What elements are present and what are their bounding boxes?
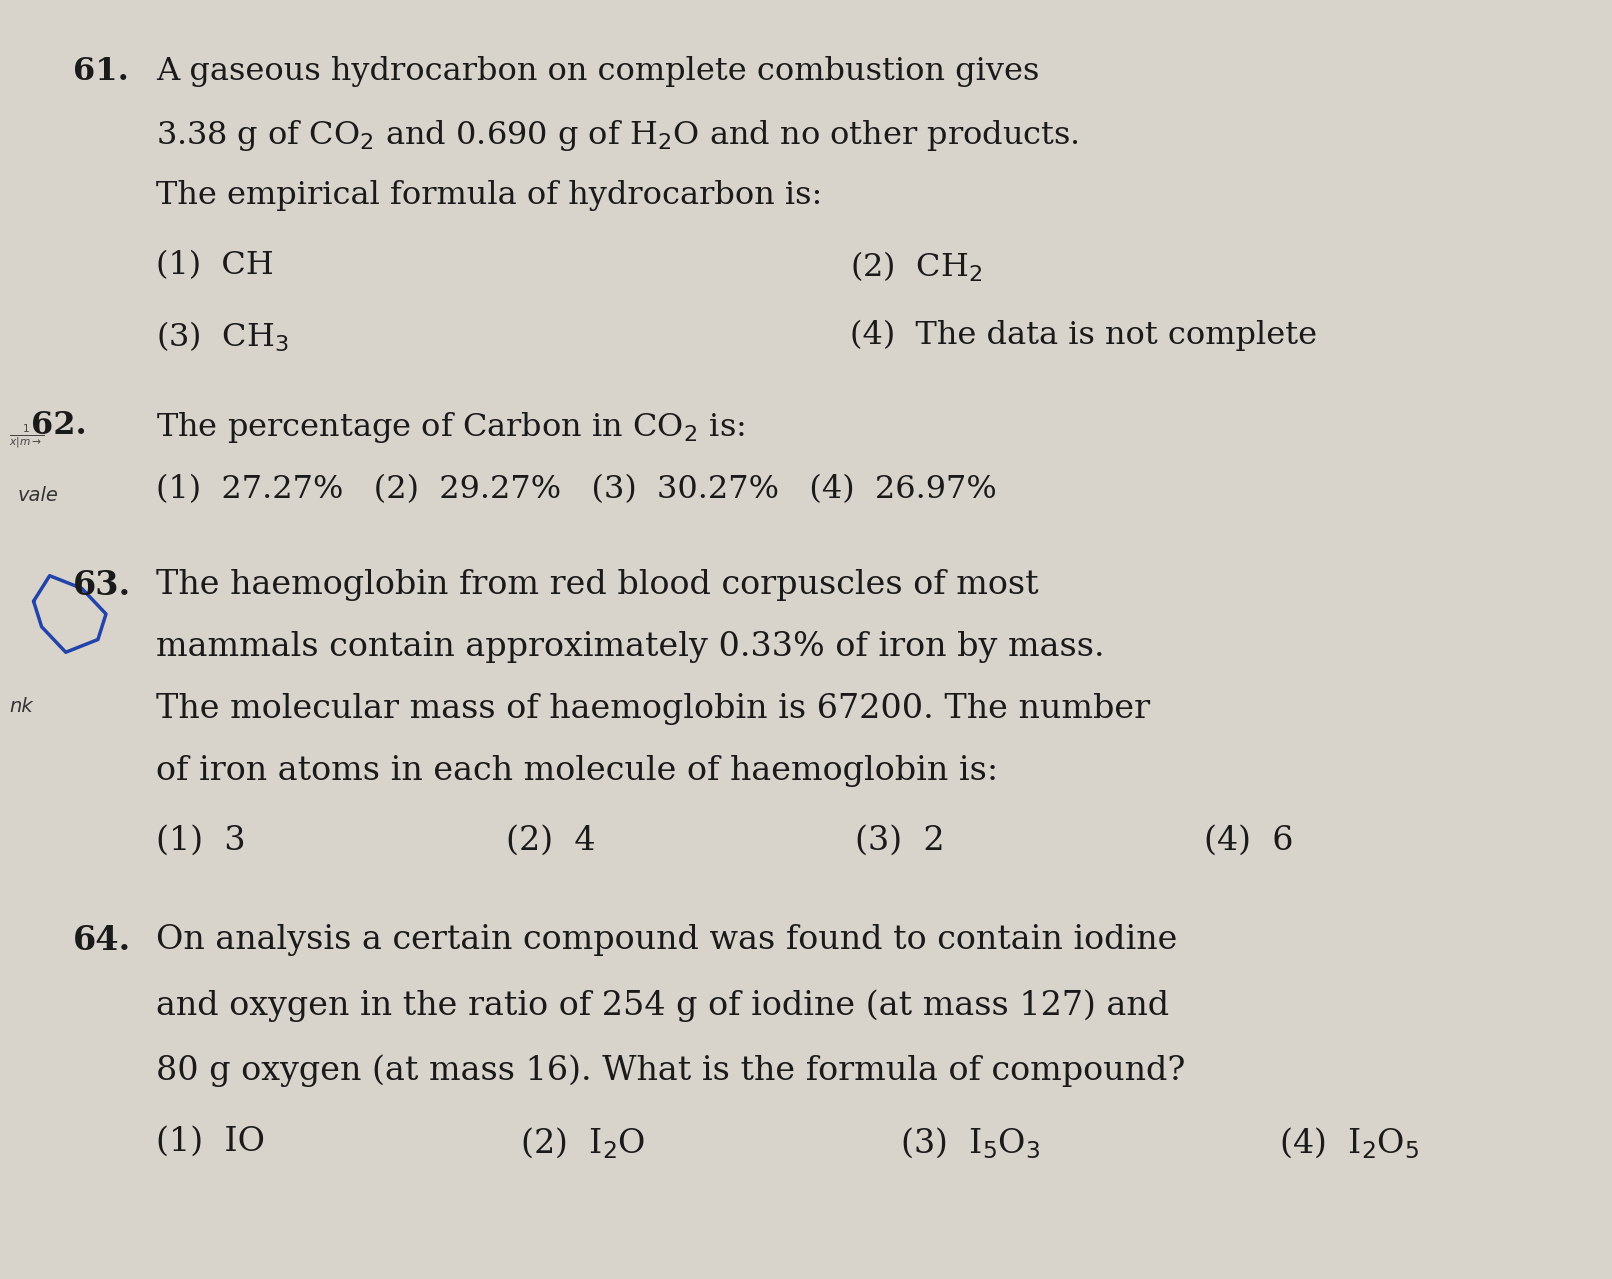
Text: (4)  I$_2$O$_5$: (4) I$_2$O$_5$: [1280, 1126, 1420, 1161]
Text: (2)  4: (2) 4: [506, 825, 595, 857]
Text: 64.: 64.: [73, 925, 132, 958]
Text: nk: nk: [10, 697, 34, 716]
Text: mammals contain approximately 0.33% of iron by mass.: mammals contain approximately 0.33% of i…: [156, 631, 1104, 663]
Text: 61.: 61.: [73, 56, 129, 87]
Text: 62.: 62.: [31, 409, 87, 440]
Text: On analysis a certain compound was found to contain iodine: On analysis a certain compound was found…: [156, 925, 1177, 957]
Text: The molecular mass of haemoglobin is 67200. The number: The molecular mass of haemoglobin is 672…: [156, 693, 1151, 725]
Text: (1)  IO: (1) IO: [156, 1126, 264, 1157]
Text: 80 g oxygen (at mass 16). What is the formula of compound?: 80 g oxygen (at mass 16). What is the fo…: [156, 1054, 1185, 1087]
Text: The empirical formula of hydrocarbon is:: The empirical formula of hydrocarbon is:: [156, 180, 822, 211]
Text: (2)  I$_2$O: (2) I$_2$O: [521, 1126, 646, 1161]
Text: of iron atoms in each molecule of haemoglobin is:: of iron atoms in each molecule of haemog…: [156, 755, 998, 787]
Text: (2)  CH$_2$: (2) CH$_2$: [850, 249, 982, 284]
Text: (4)  The data is not complete: (4) The data is not complete: [850, 320, 1317, 350]
Text: 3.38 g of CO$_2$ and 0.690 g of H$_2$O and no other products.: 3.38 g of CO$_2$ and 0.690 g of H$_2$O a…: [156, 118, 1078, 153]
Text: The percentage of Carbon in CO$_2$ is:: The percentage of Carbon in CO$_2$ is:: [156, 409, 745, 445]
Text: A gaseous hydrocarbon on complete combustion gives: A gaseous hydrocarbon on complete combus…: [156, 56, 1040, 87]
Text: $\frac{1}{x|m \rightarrow}$: $\frac{1}{x|m \rightarrow}$: [10, 422, 45, 450]
Text: (1)  3: (1) 3: [156, 825, 245, 857]
Text: vale: vale: [18, 486, 58, 505]
Text: (1)  27.27%   (2)  29.27%   (3)  30.27%   (4)  26.97%: (1) 27.27% (2) 29.27% (3) 30.27% (4) 26.…: [156, 475, 996, 505]
Text: (3)  I$_5$O$_3$: (3) I$_5$O$_3$: [899, 1126, 1040, 1161]
Text: The haemoglobin from red blood corpuscles of most: The haemoglobin from red blood corpuscle…: [156, 569, 1038, 601]
Text: (1)  CH: (1) CH: [156, 249, 274, 281]
Text: (4)  6: (4) 6: [1204, 825, 1294, 857]
Text: (3)  CH$_3$: (3) CH$_3$: [156, 320, 289, 354]
Text: 63.: 63.: [73, 569, 132, 602]
Text: and oxygen in the ratio of 254 g of iodine (at mass 127) and: and oxygen in the ratio of 254 g of iodi…: [156, 989, 1169, 1022]
Text: (3)  2: (3) 2: [854, 825, 945, 857]
